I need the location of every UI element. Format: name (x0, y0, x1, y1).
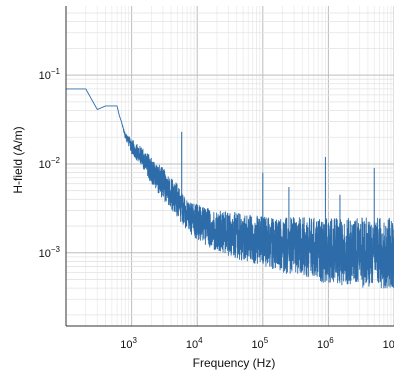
x-tick-exponent: 5 (264, 336, 269, 345)
y-tick-label: 10−2 (39, 156, 61, 171)
h-field-series-line (65, 88, 394, 289)
y-axis-label: H-field (A/m) (11, 126, 25, 193)
x-tick-base: 10 (186, 339, 198, 351)
x-axis-label: Frequency (Hz) (193, 356, 276, 370)
x-tick-label: 105 (251, 336, 268, 351)
series-layer (65, 88, 394, 289)
x-tick-base: 10 (317, 339, 329, 351)
y-tick-exponent: −1 (51, 67, 61, 76)
x-tick-base: 10 (120, 339, 132, 351)
x-tick-label: 106 (317, 336, 334, 351)
x-tick-exponent: 3 (132, 336, 137, 345)
x-tick-label: 107 (383, 336, 394, 351)
x-tick-base: 10 (383, 339, 394, 351)
y-tick-exponent: −3 (51, 245, 61, 254)
x-tick-base: 10 (251, 339, 263, 351)
y-tick-label: 10−3 (39, 245, 61, 260)
ticks-layer: 10310410510610710−110−210−3 (39, 67, 394, 351)
x-tick-label: 104 (186, 336, 203, 351)
y-tick-exponent: −2 (51, 156, 61, 165)
x-tick-exponent: 4 (198, 336, 203, 345)
x-tick-label: 103 (120, 336, 137, 351)
x-tick-exponent: 6 (329, 336, 334, 345)
y-tick-base: 10 (39, 70, 51, 82)
y-tick-base: 10 (39, 248, 51, 260)
y-tick-label: 10−1 (39, 67, 61, 82)
axes-layer (65, 6, 394, 327)
y-tick-base: 10 (39, 159, 51, 171)
